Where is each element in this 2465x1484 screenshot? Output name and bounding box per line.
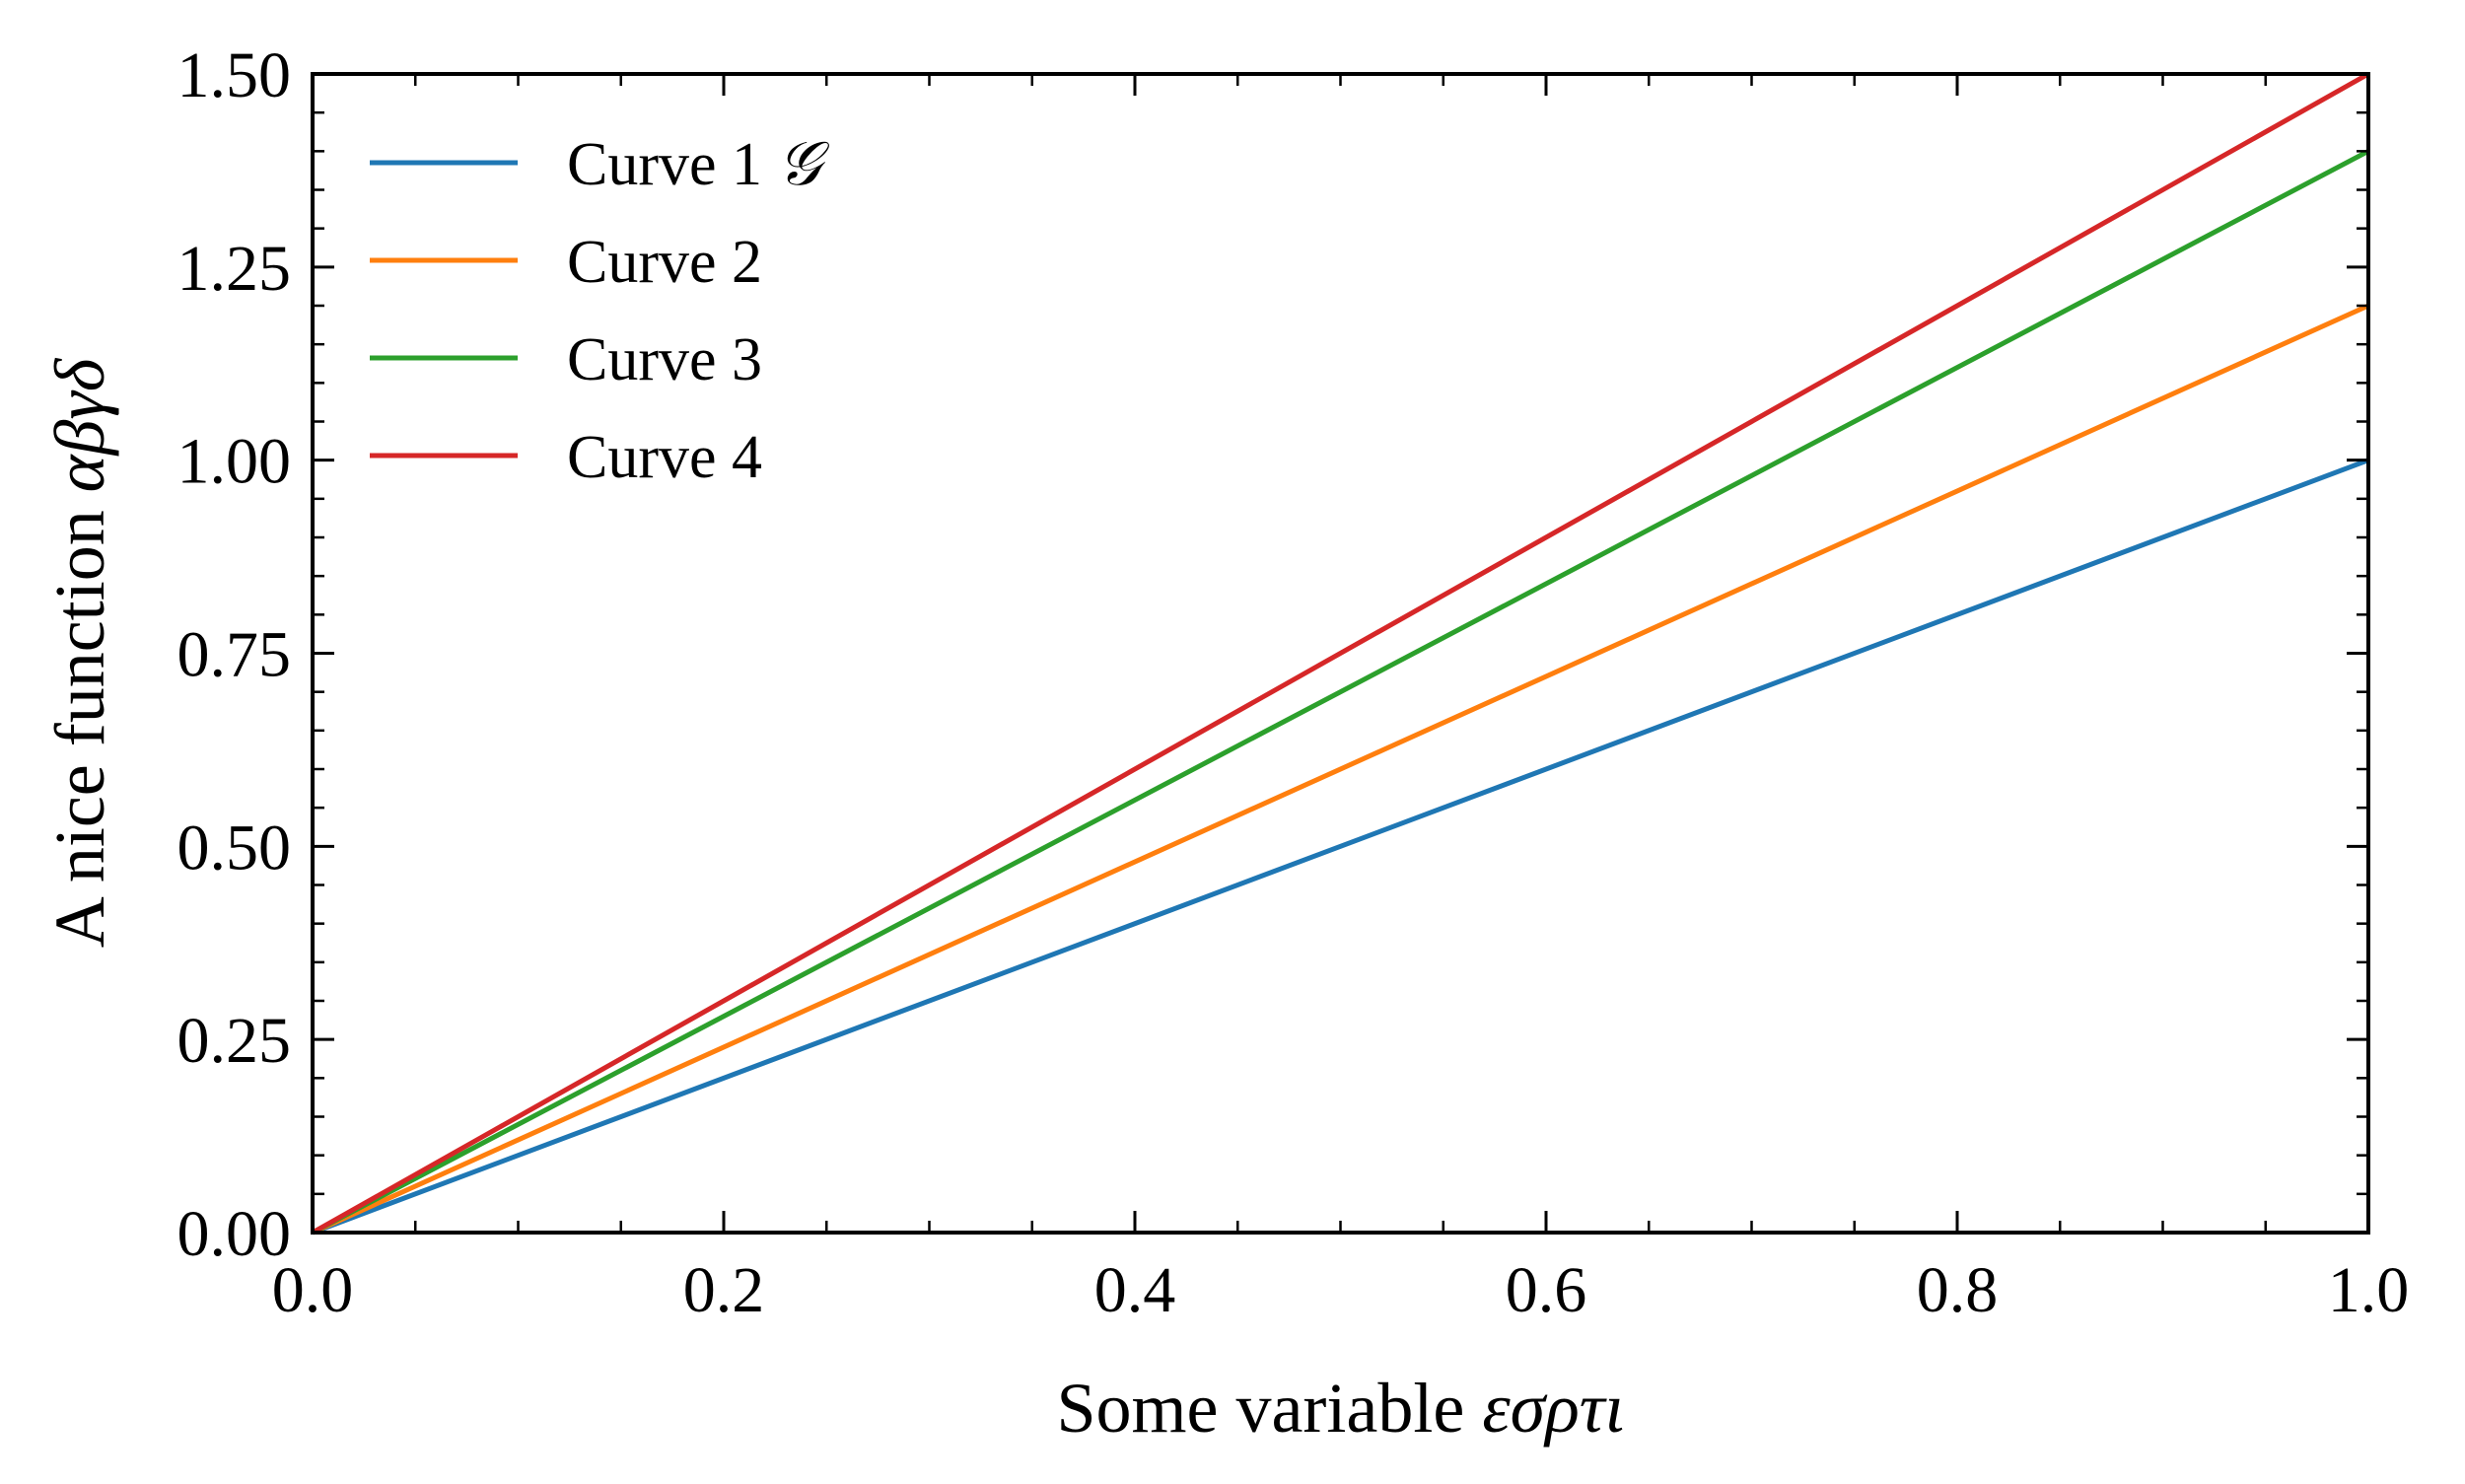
- legend-label: Curve 3: [567, 326, 762, 393]
- plot-frame: [311, 72, 2370, 1235]
- x-tick-labels: 0.0 0.2 0.4 0.6 0.8 1.0: [272, 1254, 2410, 1326]
- legend: Curve 1 𝒢 Curve 2 Curve 3 Curve 4: [370, 131, 830, 491]
- x-tick-label: 0.8: [1917, 1254, 1999, 1326]
- y-tick-label: 0.25: [177, 1005, 292, 1077]
- y-tick-labels: 0.00 0.25 0.50 0.75 1.00 1.25 1.50: [177, 39, 292, 1270]
- series-line-curve-1: [312, 458, 2369, 1236]
- x-tick-label: 0.0: [272, 1254, 354, 1326]
- y-tick-label: 1.00: [177, 426, 292, 498]
- legend-label: Curve 4: [567, 424, 762, 491]
- x-tick-label: 0.6: [1506, 1254, 1587, 1326]
- series-line-curve-2: [311, 303, 2370, 1236]
- legend-label: Curve 1 𝒢: [567, 131, 830, 198]
- series-line-curve-4: [311, 71, 2370, 1236]
- y-tick-label: 0.75: [177, 619, 292, 691]
- legend-item-curve-4: Curve 4: [370, 424, 762, 491]
- y-tick-label: 0.50: [177, 812, 292, 883]
- y-tick-label: 1.50: [177, 39, 292, 111]
- x-tick-label: 0.4: [1094, 1254, 1176, 1326]
- x-tick-label: 1.0: [2328, 1254, 2410, 1326]
- x-axis-label: Some variable εσρτι: [1056, 1369, 1624, 1448]
- legend-item-curve-2: Curve 2: [370, 229, 762, 296]
- y-axis-label: A nice function αβγδ: [40, 357, 119, 948]
- plot-lines: [311, 71, 2370, 1236]
- legend-item-curve-3: Curve 3: [370, 326, 762, 393]
- y-tick-label: 1.25: [177, 233, 292, 305]
- legend-item-curve-1: Curve 1 𝒢: [370, 131, 830, 198]
- y-tick-label: 0.00: [177, 1198, 292, 1270]
- series-line-curve-3: [311, 149, 2370, 1236]
- x-tick-label: 0.2: [683, 1254, 765, 1326]
- legend-label: Curve 2: [567, 229, 762, 296]
